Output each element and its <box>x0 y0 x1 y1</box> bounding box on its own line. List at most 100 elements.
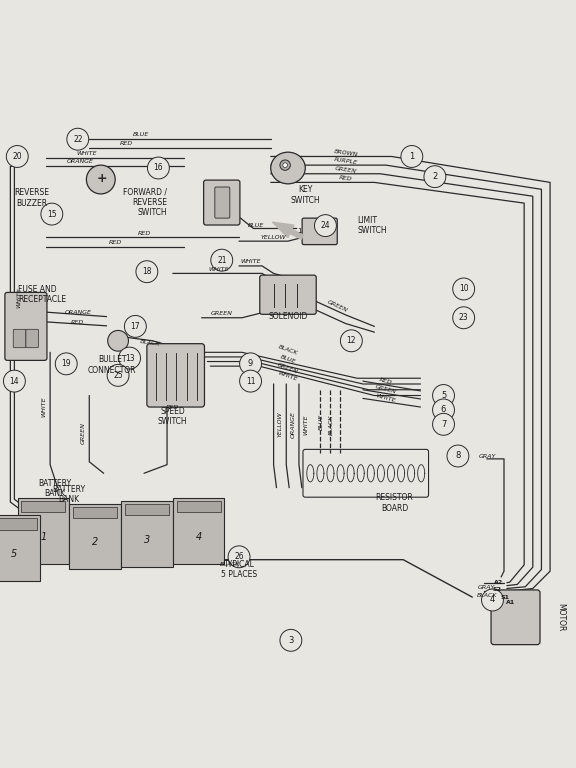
Circle shape <box>424 166 446 187</box>
Circle shape <box>433 399 454 421</box>
Text: 14: 14 <box>10 376 19 386</box>
Text: GREEN: GREEN <box>326 300 348 313</box>
Text: BLACK: BLACK <box>278 345 298 356</box>
FancyBboxPatch shape <box>260 275 316 314</box>
FancyBboxPatch shape <box>491 590 540 644</box>
Text: BATTERY
BANK: BATTERY BANK <box>52 485 86 505</box>
Text: RED: RED <box>120 141 134 146</box>
Text: GRAY: GRAY <box>478 585 495 591</box>
Circle shape <box>86 165 115 194</box>
Text: 24: 24 <box>321 221 330 230</box>
Text: 6: 6 <box>441 406 446 415</box>
Circle shape <box>340 330 362 352</box>
Text: BULLET
CONNECTOR: BULLET CONNECTOR <box>88 355 137 375</box>
Text: KEY
SWITCH: KEY SWITCH <box>290 185 320 205</box>
Text: BLACK: BLACK <box>476 593 497 598</box>
FancyBboxPatch shape <box>124 504 169 515</box>
Text: WHITE: WHITE <box>376 393 396 403</box>
Text: BLUE: BLUE <box>279 354 297 364</box>
Text: BROWN: BROWN <box>334 149 358 157</box>
Circle shape <box>147 157 169 179</box>
Circle shape <box>401 146 423 167</box>
Circle shape <box>6 146 28 167</box>
Text: 17: 17 <box>131 322 140 331</box>
Ellipse shape <box>271 152 305 184</box>
Circle shape <box>108 330 128 351</box>
Text: 2: 2 <box>92 538 98 548</box>
Text: 18: 18 <box>142 267 151 276</box>
Circle shape <box>433 385 454 406</box>
FancyBboxPatch shape <box>204 180 240 225</box>
Text: YELLOW: YELLOW <box>278 412 283 437</box>
Text: 19: 19 <box>62 359 71 369</box>
Text: ORANGE: ORANGE <box>291 411 295 438</box>
Text: RED: RED <box>137 230 151 236</box>
Text: A1: A1 <box>506 601 516 605</box>
Circle shape <box>482 589 503 611</box>
Text: SPEED
SWITCH: SPEED SWITCH <box>158 407 188 426</box>
Text: BATTERY
BANK: BATTERY BANK <box>38 479 71 498</box>
Text: FUSE AND
RECEPTACLE: FUSE AND RECEPTACLE <box>18 285 67 304</box>
Text: BLACK: BLACK <box>329 414 334 435</box>
Text: 3: 3 <box>288 636 294 645</box>
Ellipse shape <box>283 163 287 167</box>
Text: WHITE: WHITE <box>278 371 298 382</box>
Text: 10: 10 <box>459 284 468 293</box>
Circle shape <box>41 203 63 225</box>
Text: WHITE: WHITE <box>240 260 261 264</box>
Text: 4: 4 <box>490 595 495 604</box>
FancyBboxPatch shape <box>173 498 224 564</box>
Text: REVERSE
BUZZER: REVERSE BUZZER <box>14 188 49 207</box>
Circle shape <box>447 445 469 467</box>
Text: 7: 7 <box>441 420 446 429</box>
Text: 26: 26 <box>234 552 244 561</box>
Text: 20: 20 <box>13 152 22 161</box>
Text: YELLOW: YELLOW <box>261 235 286 240</box>
Text: GREEN: GREEN <box>81 422 85 444</box>
Circle shape <box>55 353 77 375</box>
Text: 2: 2 <box>432 172 438 181</box>
Text: RED: RED <box>379 377 393 386</box>
Text: 9: 9 <box>248 359 253 369</box>
FancyBboxPatch shape <box>69 504 121 570</box>
Text: 11: 11 <box>246 376 255 386</box>
Text: 5: 5 <box>441 391 446 400</box>
Text: 1: 1 <box>297 228 302 234</box>
FancyBboxPatch shape <box>5 293 47 360</box>
FancyBboxPatch shape <box>215 187 230 218</box>
Text: 22: 22 <box>73 134 82 144</box>
FancyBboxPatch shape <box>302 218 338 244</box>
FancyBboxPatch shape <box>73 507 118 518</box>
Text: BLUE: BLUE <box>248 223 264 228</box>
Text: GREEN: GREEN <box>277 362 299 374</box>
Text: BLUE: BLUE <box>133 131 149 137</box>
Text: LIMIT
SWITCH: LIMIT SWITCH <box>357 216 386 235</box>
Circle shape <box>211 249 233 271</box>
Circle shape <box>453 278 475 300</box>
Text: PURPLE: PURPLE <box>334 157 358 166</box>
Circle shape <box>3 370 25 392</box>
Circle shape <box>314 214 336 237</box>
Text: 1: 1 <box>40 531 46 541</box>
Text: ORANGE: ORANGE <box>67 159 94 164</box>
Text: S2: S2 <box>492 587 501 592</box>
Text: 21: 21 <box>217 256 226 265</box>
Text: GREEN: GREEN <box>375 385 397 395</box>
Text: 8: 8 <box>455 452 461 461</box>
Circle shape <box>107 365 129 386</box>
Text: 23: 23 <box>459 313 468 323</box>
Text: GREEN: GREEN <box>211 311 233 316</box>
Circle shape <box>124 316 146 337</box>
Circle shape <box>453 306 475 329</box>
Text: 12: 12 <box>347 336 356 346</box>
Text: 15: 15 <box>47 210 56 219</box>
Text: 5: 5 <box>12 549 17 559</box>
Text: BLACK: BLACK <box>220 562 241 568</box>
Text: WHITE: WHITE <box>76 151 97 156</box>
Text: WHITE: WHITE <box>304 414 308 435</box>
Text: TYPICAL
5 PLACES: TYPICAL 5 PLACES <box>221 560 257 579</box>
Text: 16: 16 <box>154 164 163 173</box>
Circle shape <box>280 630 302 651</box>
Text: SOLENOID: SOLENOID <box>268 312 308 321</box>
Text: RED: RED <box>166 405 180 409</box>
